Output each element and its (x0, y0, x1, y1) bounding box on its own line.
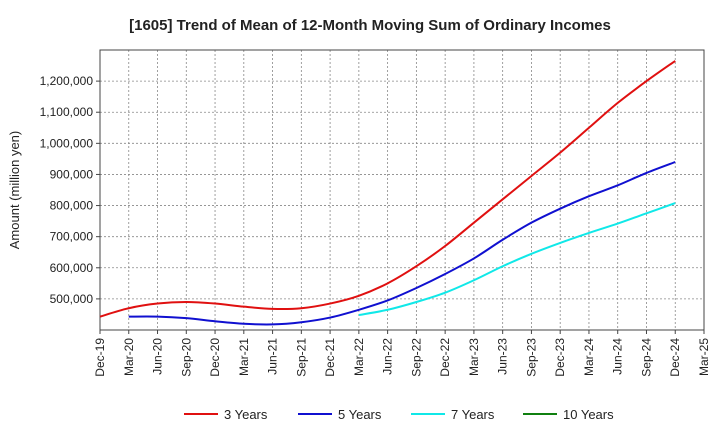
legend-label-5-years: 5 Years (338, 407, 382, 422)
series-line-5-years (128, 161, 676, 326)
y-tick-label: 700,000 (50, 230, 94, 244)
x-tick-label: Sep-23 (524, 338, 538, 377)
series-line-7-years (358, 202, 676, 317)
y-tick-label: 600,000 (50, 261, 94, 275)
legend-label-10-years: 10 Years (563, 407, 614, 422)
x-tick-label: Dec-22 (438, 338, 452, 377)
x-tick-label: Mar-25 (697, 338, 711, 376)
x-tick-label: Dec-19 (93, 338, 107, 377)
x-tick-label: Jun-22 (381, 338, 395, 375)
x-tick-label: Jun-24 (611, 338, 625, 375)
x-tick-label: Dec-20 (208, 338, 222, 377)
y-tick-label: 1,100,000 (40, 105, 94, 119)
x-tick-label: Mar-20 (122, 338, 136, 376)
plot-frame (99, 49, 705, 331)
y-tick-label: 900,000 (50, 167, 94, 181)
x-tick-label: Sep-22 (409, 338, 423, 377)
x-tick-label: Sep-20 (179, 338, 193, 377)
legend-label-3-years: 3 Years (224, 407, 268, 422)
x-tick-label: Dec-23 (553, 338, 567, 377)
y-tick-label: 500,000 (50, 292, 94, 306)
x-tick-label: Mar-22 (352, 338, 366, 376)
x-tick-label: Dec-21 (323, 338, 337, 377)
y-tick-label: 1,200,000 (40, 74, 94, 88)
x-tick-label: Sep-24 (639, 338, 653, 377)
series-lines (99, 60, 676, 326)
series-line-3-years (99, 60, 676, 318)
x-tick-label: Mar-24 (582, 338, 596, 376)
legend-label-7-years: 7 Years (451, 407, 495, 422)
x-tick-label: Mar-21 (237, 338, 251, 376)
x-tick-label: Dec-24 (668, 338, 682, 377)
x-tick-label: Sep-21 (294, 338, 308, 377)
legend: 3 Years 5 Years 7 Years 10 Years (184, 407, 614, 422)
y-axis: 500,000 600,000 700,000 800,000 900,000 1,000… (40, 74, 100, 306)
x-tick-label: Mar-23 (467, 338, 481, 376)
grid (100, 50, 704, 330)
chart-title: [1605] Trend of Mean of 12-Month Moving … (129, 17, 611, 34)
y-tick-label: 800,000 (50, 199, 94, 213)
x-axis: Dec-19 Mar-20 Jun-20 Sep-20 Dec-20 Mar-21 Jun-… (93, 330, 711, 377)
y-tick-label: 1,000,000 (40, 136, 94, 150)
x-tick-label: Jun-20 (151, 338, 165, 375)
x-tick-label: Jun-23 (496, 338, 510, 375)
x-tick-label: Jun-21 (266, 338, 280, 375)
y-axis-label: Amount (million yen) (7, 131, 22, 250)
